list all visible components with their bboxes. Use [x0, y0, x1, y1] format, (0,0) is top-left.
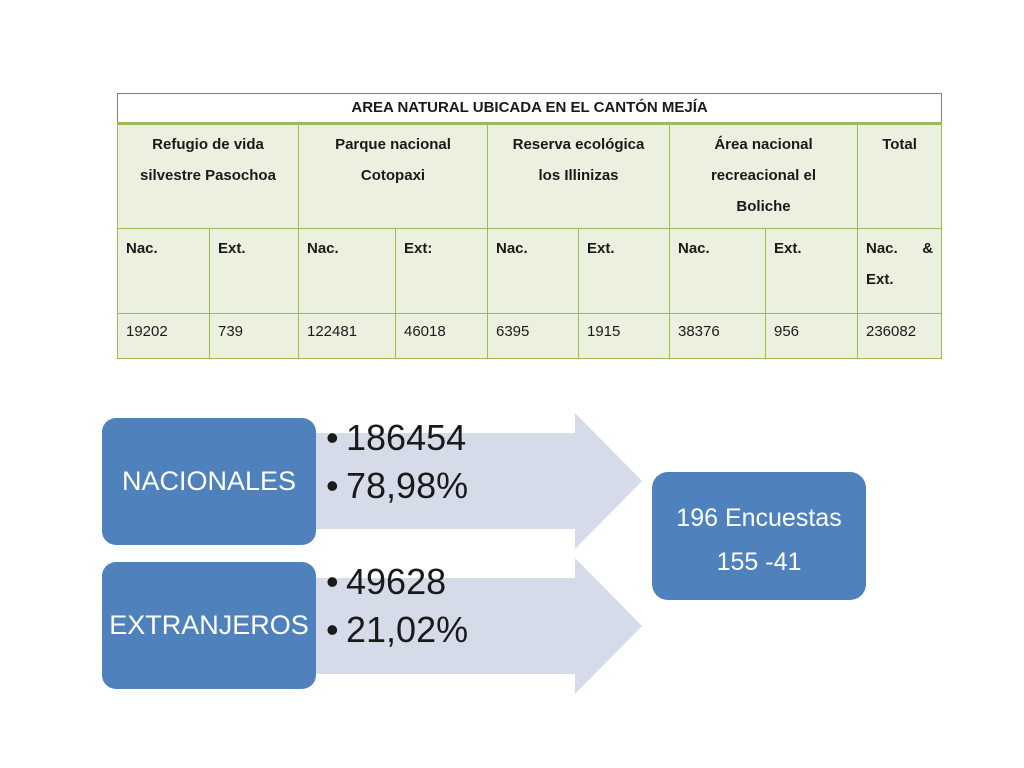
nacionales-label: NACIONALES — [121, 466, 297, 496]
value-cell: 956 — [765, 313, 858, 359]
surveys-total: 196 Encuestas — [676, 504, 842, 532]
value-cell: 46018 — [395, 313, 488, 359]
table-title: AREA NATURAL UBICADA EN EL CANTÓN MEJÍA — [116, 93, 943, 125]
protected-areas-table: AREA NATURAL UBICADA EN EL CANTÓN MEJÍA … — [116, 93, 943, 359]
area-header-total: Total — [856, 123, 943, 229]
sub-header-cell: Ext: — [395, 228, 488, 314]
surveys-box: 196 Encuestas 155 -41 — [652, 472, 866, 600]
extranjeros-label: EXTRANJEROS — [109, 610, 309, 640]
area-header-illinizas: Reserva ecológica los Illinizas — [487, 123, 670, 229]
value-cell: 6395 — [487, 313, 579, 359]
extranjeros-box: EXTRANJEROS — [102, 562, 316, 689]
surveys-split: 155 -41 — [716, 548, 802, 576]
extranjeros-count: 49628 — [326, 558, 468, 606]
value-cell: 122481 — [298, 313, 396, 359]
nacionales-bullets: 186454 78,98% — [326, 414, 468, 510]
nacionales-percent: 78,98% — [326, 462, 468, 510]
sub-header-cell: Ext. — [209, 228, 299, 314]
sub-header-cell: Nac. — [298, 228, 396, 314]
value-cell: 1915 — [578, 313, 670, 359]
value-cell: 739 — [209, 313, 299, 359]
sub-header-cell: Nac. — [487, 228, 579, 314]
sub-header-cell: Nac. — [669, 228, 766, 314]
sub-header-total: Nac. & Ext. — [856, 228, 943, 314]
value-cell: 38376 — [669, 313, 766, 359]
extranjeros-bullets: 49628 21,02% — [326, 558, 468, 654]
nacionales-box: NACIONALES — [102, 418, 316, 545]
value-cell: 19202 — [117, 313, 210, 359]
nacionales-count: 186454 — [326, 414, 468, 462]
extranjeros-percent: 21,02% — [326, 606, 468, 654]
sub-header-cell: Ext. — [765, 228, 858, 314]
sub-header-cell: Nac. — [117, 228, 210, 314]
value-cell-total: 236082 — [856, 313, 943, 359]
sub-header-cell: Ext. — [578, 228, 670, 314]
area-header-cotopaxi: Parque nacional Cotopaxi — [298, 123, 488, 229]
